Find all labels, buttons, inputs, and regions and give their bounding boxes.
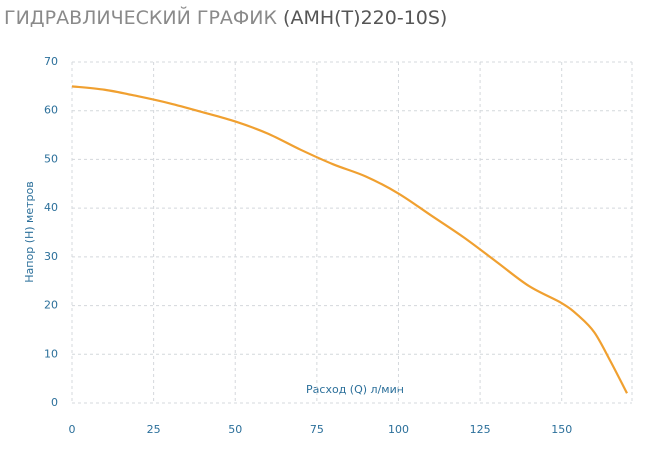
- chart-title: ГИДРАВЛИЧЕСКИЙ ГРАФИК (АМН(Т)220-10S): [4, 6, 447, 29]
- title-main: ГИДРАВЛИЧЕСКИЙ ГРАФИК: [4, 6, 277, 29]
- y-tick-label: 70: [44, 55, 58, 68]
- x-tick-label: 75: [310, 423, 324, 436]
- x-tick-label: 150: [551, 423, 572, 436]
- y-tick-label: 40: [44, 201, 58, 214]
- title-model: (АМН(Т)220-10S): [283, 7, 447, 29]
- y-tick-label: 0: [51, 396, 58, 409]
- x-tick-label: 50: [228, 423, 242, 436]
- y-tick-label: 10: [44, 347, 58, 360]
- y-tick-label: 30: [44, 250, 58, 263]
- x-tick-label: 125: [470, 423, 491, 436]
- y-tick-label: 60: [44, 104, 58, 117]
- x-tick-label: 100: [388, 423, 409, 436]
- y-axis-label: Напор (H) метров: [23, 181, 36, 282]
- curve: [71, 85, 628, 394]
- x-axis-label: Расход (Q) л/мин: [306, 383, 404, 396]
- x-tick-label: 0: [69, 423, 76, 436]
- x-tick-label: 25: [147, 423, 161, 436]
- y-tick-label: 50: [44, 152, 58, 165]
- y-tick-label: 20: [44, 299, 58, 312]
